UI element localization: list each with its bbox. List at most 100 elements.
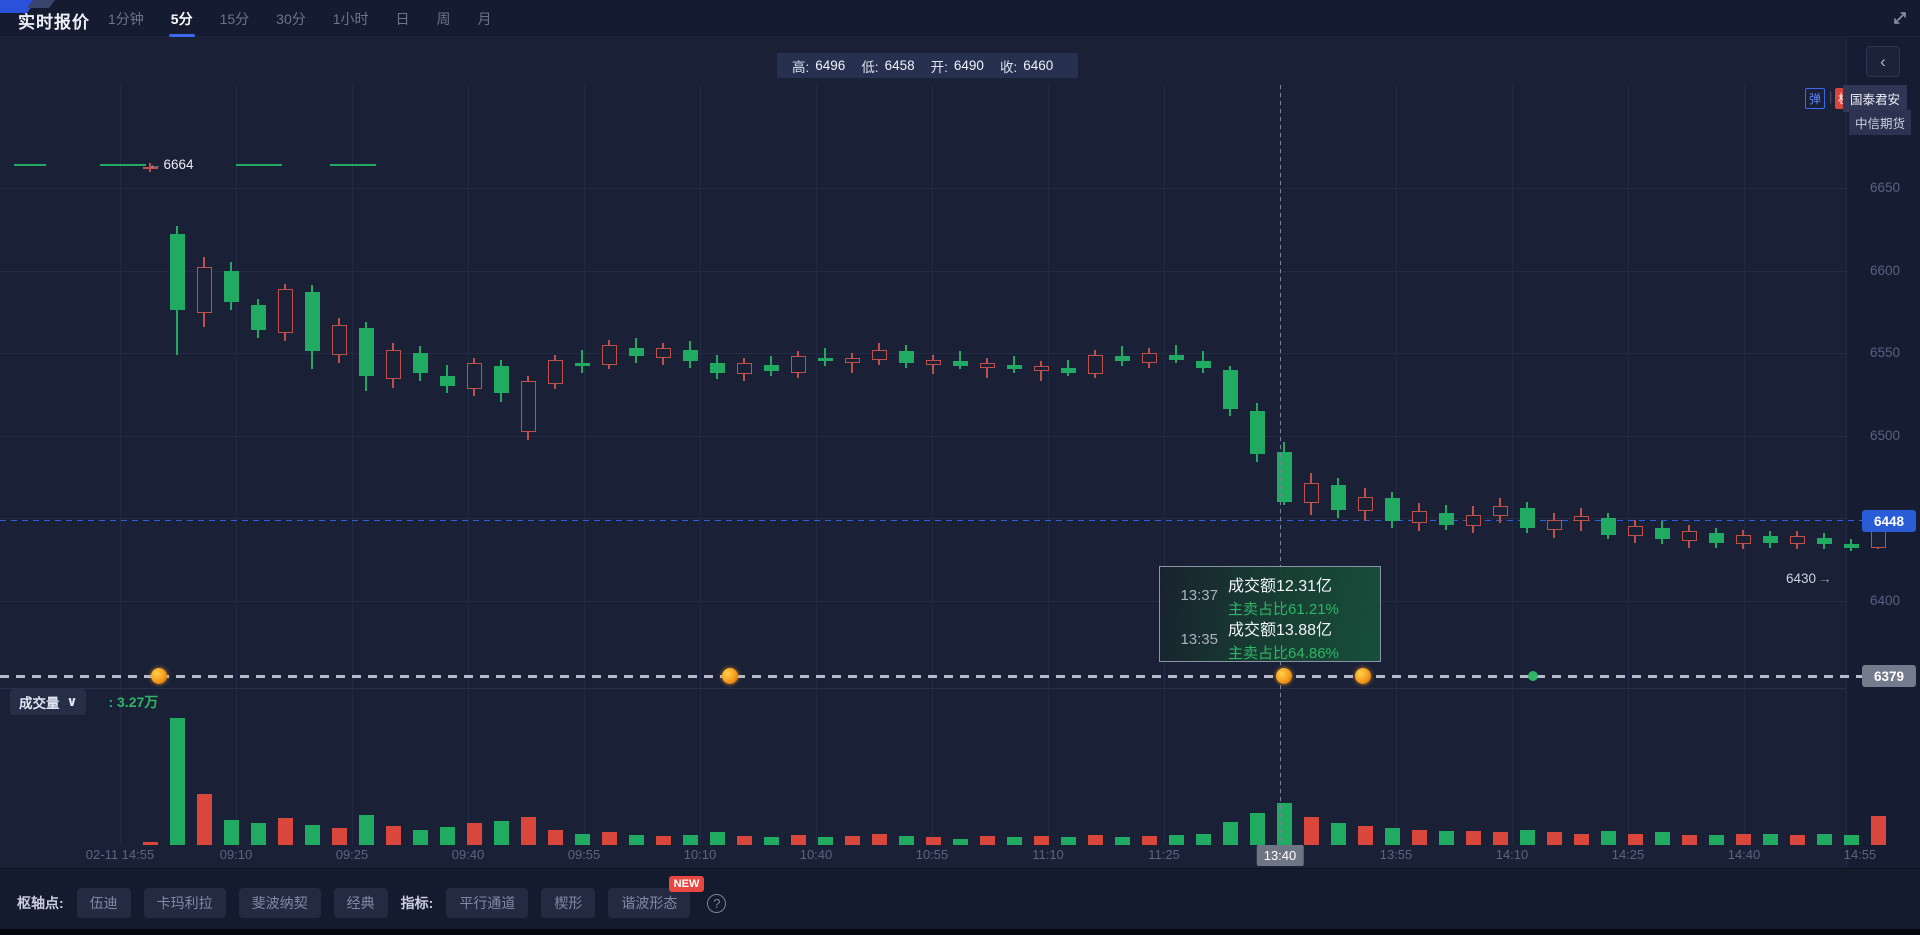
- candle: [1547, 519, 1562, 530]
- separator: |: [1829, 89, 1833, 104]
- candle: [737, 362, 752, 375]
- tab-15分[interactable]: 15分: [219, 10, 250, 27]
- grid-line-vertical: [1512, 85, 1513, 845]
- volume-bar: [440, 827, 455, 845]
- candle: [1844, 544, 1859, 548]
- broker-tag-zhongxinqihuo[interactable]: 中信期货: [1849, 110, 1912, 135]
- tooltip-time: 13:37: [1180, 586, 1218, 604]
- candle: [440, 376, 455, 386]
- grid-line-vertical: [352, 85, 353, 845]
- candle-wick: [959, 351, 961, 370]
- indicator-button-谐波形态[interactable]: 谐波形态 NEW: [608, 876, 705, 918]
- event-marker-flame-icon[interactable]: [722, 668, 738, 684]
- candle: [1385, 498, 1400, 522]
- grid-line-horizontal: [0, 435, 1846, 437]
- event-marker-flame-icon[interactable]: [1276, 668, 1292, 684]
- expand-icon[interactable]: [1892, 10, 1908, 26]
- bottom-toolbar: 枢轴点: 伍迪 卡玛利拉 斐波纳契 经典 指标: 平行通道 楔形 谐波形态 NEW?: [0, 869, 1920, 929]
- help-icon[interactable]: ?: [707, 893, 727, 913]
- candle-wick: [1121, 346, 1123, 367]
- candle: [1169, 354, 1184, 360]
- tooltip-amount: 成交额13.88亿: [1228, 621, 1333, 639]
- indicator-button-楔形[interactable]: 楔形: [541, 888, 596, 918]
- volume-bar: [1655, 832, 1670, 845]
- volume-bar: [332, 828, 347, 845]
- candle: [467, 362, 482, 390]
- candle: [1115, 356, 1130, 362]
- volume-bar: [1601, 831, 1616, 845]
- prev-close-dash: [236, 163, 282, 166]
- grid-line-vertical: [120, 85, 121, 845]
- tab-月[interactable]: 月: [477, 10, 492, 27]
- volume-bar: [1844, 834, 1859, 845]
- candle: [1061, 367, 1076, 373]
- tooltip-amount: 成交额12.31亿: [1228, 577, 1333, 595]
- chevron-down-icon: ∨: [66, 694, 78, 709]
- pivot-button-斐波纳契[interactable]: 斐波纳契: [238, 888, 321, 918]
- candle: [710, 362, 725, 373]
- tab-1小时[interactable]: 1小时: [332, 10, 369, 27]
- tab-日[interactable]: 日: [395, 10, 410, 27]
- candle: [251, 305, 266, 330]
- volume-bar: [1358, 825, 1373, 845]
- page-title: 实时报价: [18, 13, 90, 32]
- event-marker-flame-icon[interactable]: [151, 668, 167, 684]
- tab-周[interactable]: 周: [436, 10, 451, 27]
- candle: [1709, 532, 1724, 543]
- corner-accent-icon-2: [26, 0, 56, 8]
- y-axis-label: 6650: [1869, 180, 1901, 195]
- candle: [683, 349, 698, 362]
- candle: [1682, 531, 1697, 542]
- x-axis-label: 11:10: [1032, 847, 1064, 862]
- event-marker-dot-icon[interactable]: [1528, 671, 1538, 681]
- volume-indicator-dropdown[interactable]: 成交量 ∨: [10, 689, 87, 715]
- candle: [899, 351, 914, 363]
- pivot-button-伍迪[interactable]: 伍迪: [76, 888, 131, 918]
- prev-close-dash: [330, 163, 376, 166]
- tab-30分[interactable]: 30分: [276, 10, 306, 27]
- grid-line-vertical: [816, 85, 817, 845]
- candle-wick: [581, 349, 583, 373]
- ohlc-info-bar: 高: 6496 低: 6458 开: 6490 收: 6460: [777, 53, 1079, 78]
- current-price-line: [0, 520, 1866, 521]
- tab-5分[interactable]: 5分: [171, 0, 193, 38]
- candle: [1520, 508, 1535, 528]
- x-axis-label: 11:25: [1148, 847, 1180, 862]
- collapse-panel-button[interactable]: ‹: [1866, 46, 1900, 77]
- volume-bar: [359, 814, 374, 845]
- candle: [305, 291, 320, 352]
- high-label: 高:: [792, 59, 810, 75]
- candle: [575, 362, 590, 367]
- close-value: 6460: [1023, 58, 1054, 73]
- volume-bar: [278, 818, 293, 845]
- top-toolbar: 实时报价 1分钟 5分 15分 30分 1小时 日 周 月: [0, 0, 1920, 37]
- pivot-button-经典[interactable]: 经典: [333, 888, 388, 918]
- danmu-toggle[interactable]: 弹: [1805, 88, 1826, 109]
- pivot-button-卡玛利拉[interactable]: 卡玛利拉: [143, 888, 226, 918]
- indicator-button-平行通道[interactable]: 平行通道: [446, 888, 529, 918]
- grid-line-vertical: [1396, 85, 1397, 845]
- volume-bar: [386, 825, 401, 845]
- volume-bar: [1169, 834, 1184, 845]
- candle: [818, 357, 833, 362]
- broker-tag-guotaijunan[interactable]: 国泰君安: [1843, 85, 1908, 112]
- bottom-divider: [0, 868, 1920, 869]
- volume-bar: [1466, 831, 1481, 845]
- right-arrow-icon: →: [1818, 571, 1832, 586]
- x-axis-label: 09:40: [451, 847, 485, 862]
- volume-bar: [494, 820, 509, 845]
- candle: [1358, 496, 1373, 512]
- candle: [1763, 536, 1778, 543]
- event-marker-flame-icon[interactable]: [1355, 668, 1371, 684]
- candle: [1412, 511, 1427, 523]
- volume-bar: [1196, 833, 1211, 845]
- tooltip-ratio: 主卖占比61.21%: [1228, 600, 1339, 618]
- tab-1分钟[interactable]: 1分钟: [108, 10, 144, 27]
- prev-close-dash: [14, 163, 46, 166]
- candle: [1493, 506, 1508, 517]
- close-label: 收:: [999, 59, 1018, 75]
- candle: [1817, 537, 1832, 545]
- volume-bar: [1385, 828, 1400, 845]
- candle: [602, 344, 617, 365]
- volume-bar: [143, 842, 158, 845]
